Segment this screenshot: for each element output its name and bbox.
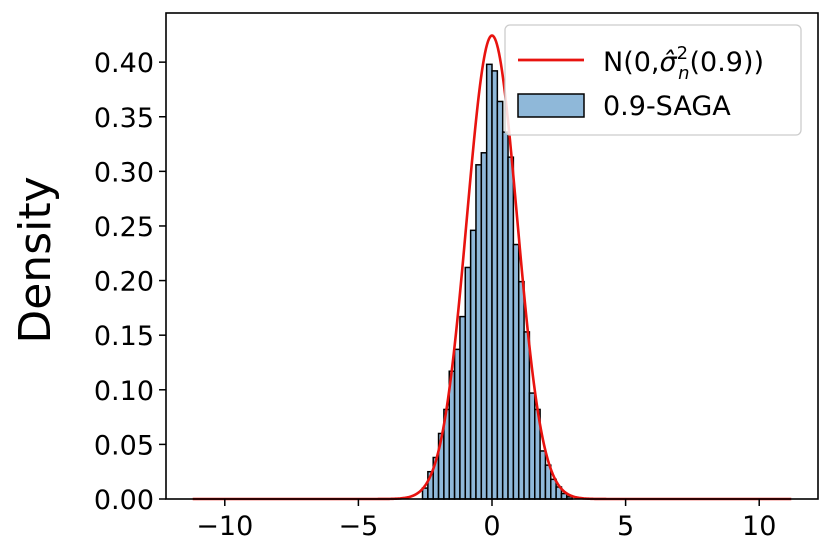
legend-normal-prefix: N(0, <box>603 47 660 78</box>
y-tick-label: 0.00 <box>94 485 154 516</box>
histogram-bar <box>528 392 536 500</box>
x-tick-label: −10 <box>196 511 253 542</box>
legend: N(0,σ̂2 n(0.9)) 0.9-SAGA <box>504 24 802 136</box>
x-tick-label: −5 <box>338 511 378 542</box>
legend-subscript: n <box>678 63 689 84</box>
y-tick-label: 0.40 <box>94 48 154 79</box>
histogram-bar <box>517 280 525 500</box>
y-tick-label: 0.10 <box>94 376 154 407</box>
histogram-bar <box>507 156 515 500</box>
histogram-bar <box>475 164 483 500</box>
histogram-bar <box>512 243 520 500</box>
histogram-bar <box>491 70 499 500</box>
histogram-bar <box>469 229 477 500</box>
histogram-bar <box>501 131 509 500</box>
y-tick-label: 0.25 <box>94 212 154 243</box>
x-tick-label: 0 <box>483 511 500 542</box>
histogram-bar <box>523 331 531 500</box>
legend-superscript: 2 <box>677 43 688 64</box>
histogram-bar <box>453 348 461 500</box>
legend-label-normal-curve: N(0,σ̂2 n(0.9)) <box>603 43 764 84</box>
y-axis-label: Density <box>10 176 61 343</box>
histogram-bar <box>480 152 488 500</box>
legend-normal-suffix: (0.9)) <box>690 47 765 78</box>
y-tick-label: 0.15 <box>94 321 154 352</box>
histogram-bar <box>539 450 547 500</box>
legend-label-histogram: 0.9-SAGA <box>603 91 731 122</box>
legend-swatch-histogram <box>517 93 585 118</box>
y-tick-label: 0.20 <box>94 267 154 298</box>
histogram-bar <box>464 266 472 500</box>
histogram-bar <box>485 63 493 500</box>
y-tick-label: 0.30 <box>94 157 154 188</box>
y-tick-label: 0.05 <box>94 430 154 461</box>
axis-ticks: −10 −5 0 5 10 0.00 0.05 0.10 0.15 0.20 0.25 0.30 0.3… <box>94 48 777 542</box>
histogram-bar <box>459 315 467 500</box>
x-tick-label: 10 <box>742 511 776 542</box>
x-tick-label: 5 <box>617 511 634 542</box>
y-tick-label: 0.35 <box>94 103 154 134</box>
histogram-bar <box>496 100 504 500</box>
plot-frame <box>165 12 819 500</box>
legend-sigma-hat: σ̂ <box>660 47 678 78</box>
